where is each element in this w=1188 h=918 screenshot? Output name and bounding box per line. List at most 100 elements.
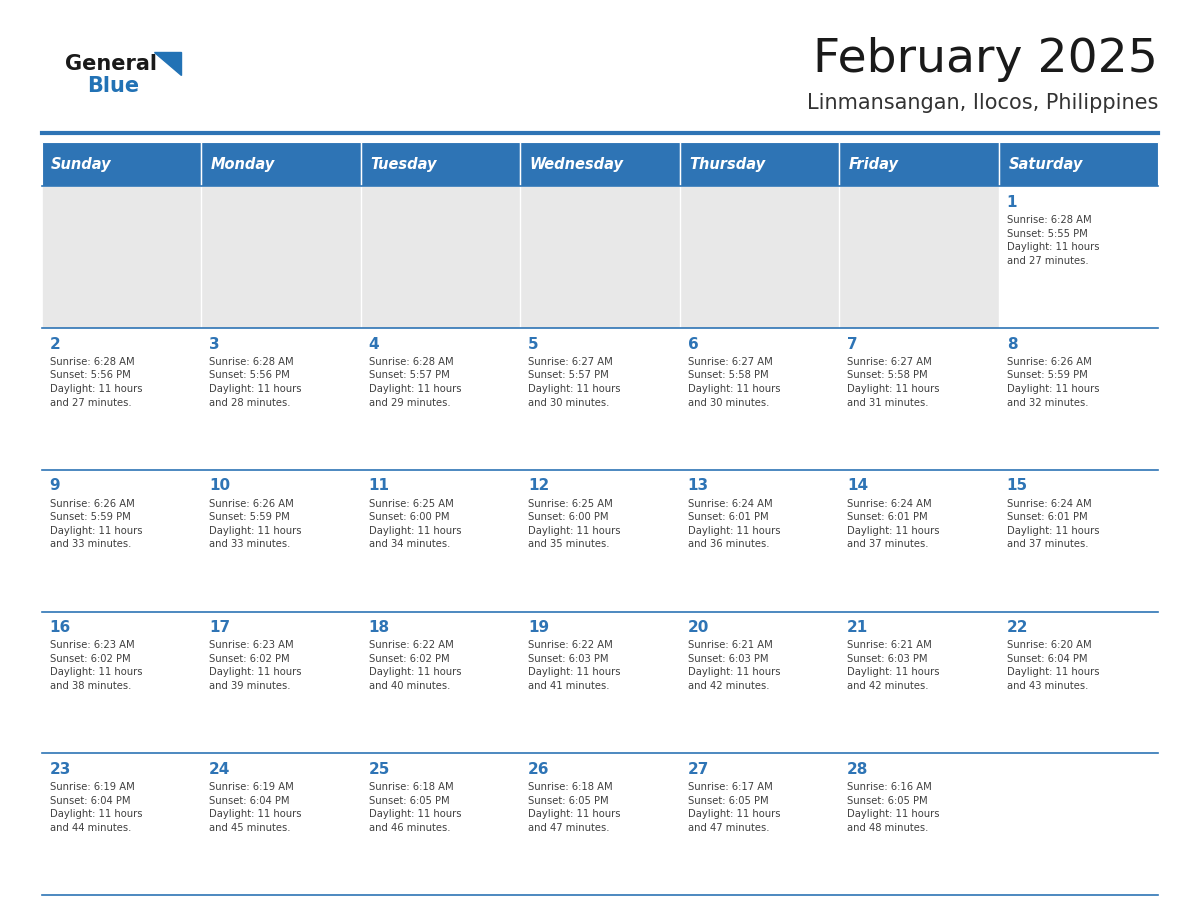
Text: Sunrise: 6:28 AM
Sunset: 5:57 PM
Daylight: 11 hours
and 29 minutes.: Sunrise: 6:28 AM Sunset: 5:57 PM Dayligh…	[368, 357, 461, 408]
Bar	[361, 470, 520, 611]
Bar	[839, 186, 999, 328]
Text: Sunrise: 6:18 AM
Sunset: 6:05 PM
Daylight: 11 hours
and 46 minutes.: Sunrise: 6:18 AM Sunset: 6:05 PM Dayligh…	[368, 782, 461, 833]
Text: Sunrise: 6:25 AM
Sunset: 6:00 PM
Daylight: 11 hours
and 35 minutes.: Sunrise: 6:25 AM Sunset: 6:00 PM Dayligh…	[529, 498, 620, 549]
Text: Sunrise: 6:24 AM
Sunset: 6:01 PM
Daylight: 11 hours
and 37 minutes.: Sunrise: 6:24 AM Sunset: 6:01 PM Dayligh…	[1006, 498, 1099, 549]
Bar	[520, 186, 680, 328]
Text: 7: 7	[847, 337, 858, 352]
Text: 17: 17	[209, 620, 230, 635]
Bar	[520, 754, 680, 895]
Text: Sunrise: 6:24 AM
Sunset: 6:01 PM
Daylight: 11 hours
and 36 minutes.: Sunrise: 6:24 AM Sunset: 6:01 PM Dayligh…	[688, 498, 781, 549]
Text: 28: 28	[847, 762, 868, 777]
Text: 19: 19	[529, 620, 549, 635]
Bar	[361, 611, 520, 754]
Text: Sunrise: 6:27 AM
Sunset: 5:57 PM
Daylight: 11 hours
and 30 minutes.: Sunrise: 6:27 AM Sunset: 5:57 PM Dayligh…	[529, 357, 620, 408]
Bar	[999, 611, 1158, 754]
Bar	[839, 754, 999, 895]
Bar	[520, 611, 680, 754]
Bar	[201, 611, 361, 754]
Text: Friday: Friday	[848, 157, 899, 172]
Text: 13: 13	[688, 478, 709, 493]
Bar	[680, 142, 839, 186]
Bar	[680, 186, 839, 328]
Text: 5: 5	[529, 337, 539, 352]
Text: Wednesday: Wednesday	[530, 157, 624, 172]
Text: 11: 11	[368, 478, 390, 493]
Bar	[42, 142, 201, 186]
Text: 6: 6	[688, 337, 699, 352]
Text: Sunrise: 6:23 AM
Sunset: 6:02 PM
Daylight: 11 hours
and 38 minutes.: Sunrise: 6:23 AM Sunset: 6:02 PM Dayligh…	[50, 640, 143, 691]
Text: Sunrise: 6:16 AM
Sunset: 6:05 PM
Daylight: 11 hours
and 48 minutes.: Sunrise: 6:16 AM Sunset: 6:05 PM Dayligh…	[847, 782, 940, 833]
Bar	[42, 470, 201, 611]
Text: 1: 1	[1006, 195, 1017, 210]
Bar	[999, 142, 1158, 186]
Bar	[201, 470, 361, 611]
Text: Sunrise: 6:28 AM
Sunset: 5:56 PM
Daylight: 11 hours
and 28 minutes.: Sunrise: 6:28 AM Sunset: 5:56 PM Dayligh…	[209, 357, 302, 408]
Bar	[361, 328, 520, 470]
Text: Sunrise: 6:21 AM
Sunset: 6:03 PM
Daylight: 11 hours
and 42 minutes.: Sunrise: 6:21 AM Sunset: 6:03 PM Dayligh…	[688, 640, 781, 691]
Bar	[201, 142, 361, 186]
Text: Sunrise: 6:22 AM
Sunset: 6:02 PM
Daylight: 11 hours
and 40 minutes.: Sunrise: 6:22 AM Sunset: 6:02 PM Dayligh…	[368, 640, 461, 691]
Bar	[839, 142, 999, 186]
Bar	[201, 754, 361, 895]
Text: Saturday: Saturday	[1009, 157, 1082, 172]
Bar	[520, 328, 680, 470]
Text: General: General	[65, 54, 157, 74]
Text: Thursday: Thursday	[689, 157, 765, 172]
Text: Sunrise: 6:26 AM
Sunset: 5:59 PM
Daylight: 11 hours
and 33 minutes.: Sunrise: 6:26 AM Sunset: 5:59 PM Dayligh…	[50, 498, 143, 549]
Text: 10: 10	[209, 478, 230, 493]
Text: Sunrise: 6:24 AM
Sunset: 6:01 PM
Daylight: 11 hours
and 37 minutes.: Sunrise: 6:24 AM Sunset: 6:01 PM Dayligh…	[847, 498, 940, 549]
Text: Sunrise: 6:23 AM
Sunset: 6:02 PM
Daylight: 11 hours
and 39 minutes.: Sunrise: 6:23 AM Sunset: 6:02 PM Dayligh…	[209, 640, 302, 691]
Text: 15: 15	[1006, 478, 1028, 493]
Text: 4: 4	[368, 337, 379, 352]
Bar	[999, 186, 1158, 328]
Text: Blue: Blue	[87, 76, 139, 96]
Bar	[680, 328, 839, 470]
Bar	[361, 142, 520, 186]
Text: 20: 20	[688, 620, 709, 635]
Text: Sunrise: 6:26 AM
Sunset: 5:59 PM
Daylight: 11 hours
and 32 minutes.: Sunrise: 6:26 AM Sunset: 5:59 PM Dayligh…	[1006, 357, 1099, 408]
Text: 3: 3	[209, 337, 220, 352]
Text: 9: 9	[50, 478, 61, 493]
Text: Linmansangan, Ilocos, Philippines: Linmansangan, Ilocos, Philippines	[807, 93, 1158, 113]
Text: 25: 25	[368, 762, 390, 777]
Text: 24: 24	[209, 762, 230, 777]
Text: Sunrise: 6:19 AM
Sunset: 6:04 PM
Daylight: 11 hours
and 45 minutes.: Sunrise: 6:19 AM Sunset: 6:04 PM Dayligh…	[209, 782, 302, 833]
Text: Sunrise: 6:27 AM
Sunset: 5:58 PM
Daylight: 11 hours
and 30 minutes.: Sunrise: 6:27 AM Sunset: 5:58 PM Dayligh…	[688, 357, 781, 408]
Text: 16: 16	[50, 620, 71, 635]
Polygon shape	[154, 52, 181, 75]
Bar	[680, 470, 839, 611]
Text: 21: 21	[847, 620, 868, 635]
Bar	[999, 470, 1158, 611]
Text: Sunrise: 6:26 AM
Sunset: 5:59 PM
Daylight: 11 hours
and 33 minutes.: Sunrise: 6:26 AM Sunset: 5:59 PM Dayligh…	[209, 498, 302, 549]
Bar	[42, 611, 201, 754]
Text: Sunrise: 6:21 AM
Sunset: 6:03 PM
Daylight: 11 hours
and 42 minutes.: Sunrise: 6:21 AM Sunset: 6:03 PM Dayligh…	[847, 640, 940, 691]
Text: 27: 27	[688, 762, 709, 777]
Text: Sunrise: 6:18 AM
Sunset: 6:05 PM
Daylight: 11 hours
and 47 minutes.: Sunrise: 6:18 AM Sunset: 6:05 PM Dayligh…	[529, 782, 620, 833]
Bar	[361, 754, 520, 895]
Text: 14: 14	[847, 478, 868, 493]
Bar	[839, 611, 999, 754]
Text: Sunrise: 6:19 AM
Sunset: 6:04 PM
Daylight: 11 hours
and 44 minutes.: Sunrise: 6:19 AM Sunset: 6:04 PM Dayligh…	[50, 782, 143, 833]
Text: February 2025: February 2025	[814, 37, 1158, 83]
Text: Sunrise: 6:17 AM
Sunset: 6:05 PM
Daylight: 11 hours
and 47 minutes.: Sunrise: 6:17 AM Sunset: 6:05 PM Dayligh…	[688, 782, 781, 833]
Text: Sunrise: 6:28 AM
Sunset: 5:55 PM
Daylight: 11 hours
and 27 minutes.: Sunrise: 6:28 AM Sunset: 5:55 PM Dayligh…	[1006, 215, 1099, 266]
Text: 18: 18	[368, 620, 390, 635]
Text: 12: 12	[529, 478, 549, 493]
Text: Monday: Monday	[210, 157, 274, 172]
Text: Tuesday: Tuesday	[371, 157, 437, 172]
Bar	[680, 754, 839, 895]
Bar	[201, 328, 361, 470]
Bar	[520, 142, 680, 186]
Text: 8: 8	[1006, 337, 1017, 352]
Bar	[999, 754, 1158, 895]
Text: 26: 26	[529, 762, 550, 777]
Text: Sunday: Sunday	[51, 157, 112, 172]
Text: Sunrise: 6:27 AM
Sunset: 5:58 PM
Daylight: 11 hours
and 31 minutes.: Sunrise: 6:27 AM Sunset: 5:58 PM Dayligh…	[847, 357, 940, 408]
Text: Sunrise: 6:25 AM
Sunset: 6:00 PM
Daylight: 11 hours
and 34 minutes.: Sunrise: 6:25 AM Sunset: 6:00 PM Dayligh…	[368, 498, 461, 549]
Bar	[42, 328, 201, 470]
Bar	[839, 328, 999, 470]
Text: 2: 2	[50, 337, 61, 352]
Bar	[361, 186, 520, 328]
Text: 22: 22	[1006, 620, 1029, 635]
Text: 23: 23	[50, 762, 71, 777]
